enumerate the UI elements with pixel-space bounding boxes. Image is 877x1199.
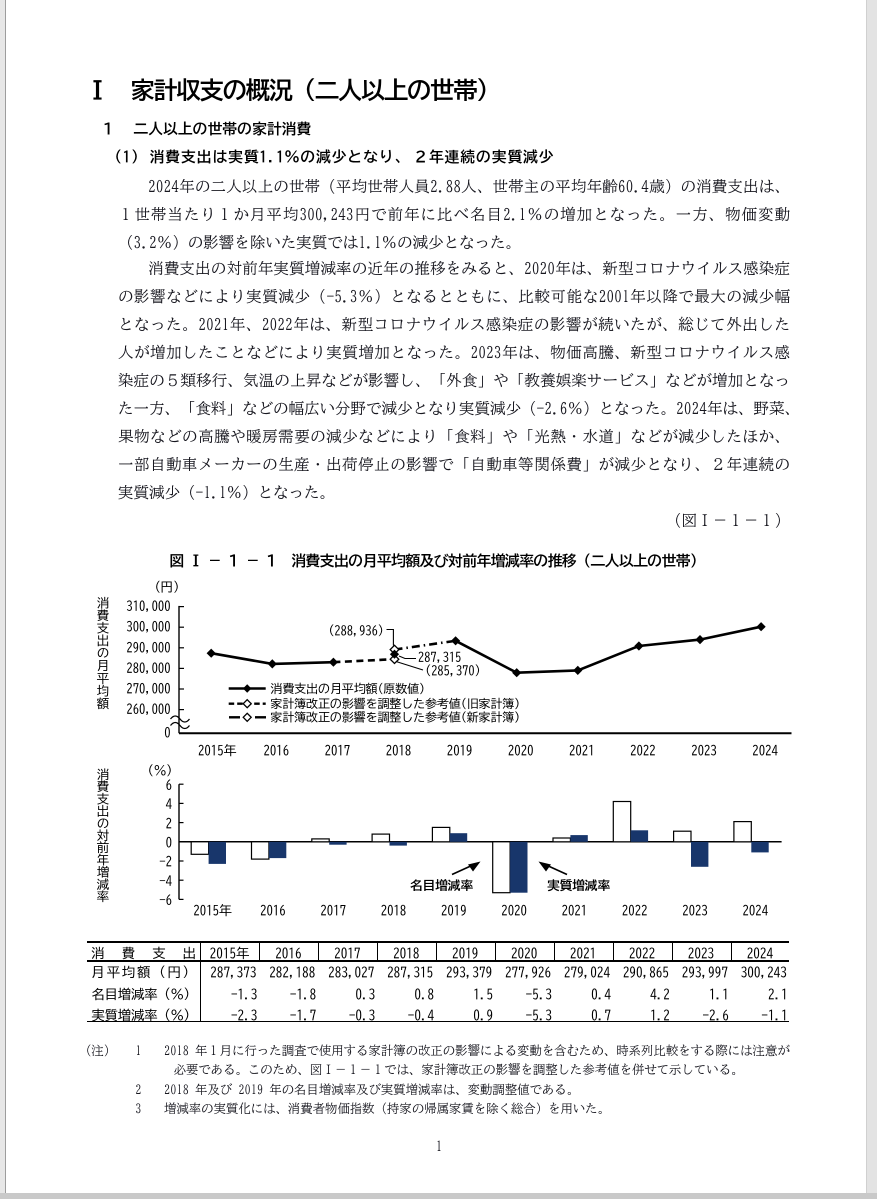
svg-text:月: 月 [97, 660, 109, 672]
svg-text:2019: 2019 [441, 904, 467, 917]
svg-text:の: の [97, 648, 109, 660]
svg-text:(285,370): (285,370) [425, 664, 481, 677]
svg-text:率: 率 [97, 890, 109, 903]
svg-text:(円): (円) [154, 581, 179, 594]
svg-text:2: 2 [166, 817, 172, 830]
svg-text:消: 消 [97, 768, 109, 781]
svg-text:2015年: 2015年 [198, 743, 237, 757]
svg-text:2018: 2018 [381, 904, 407, 917]
svg-text:310,000: 310,000 [126, 600, 170, 613]
svg-text:の: の [97, 818, 109, 830]
svg-text:名目増減率: 名目増減率 [410, 878, 473, 892]
svg-text:2024: 2024 [743, 904, 769, 917]
svg-text:2017: 2017 [325, 744, 351, 757]
svg-text:2022: 2022 [622, 904, 648, 917]
svg-text:出: 出 [97, 634, 109, 647]
svg-text:対: 対 [97, 829, 109, 842]
svg-text:2021: 2021 [569, 744, 595, 757]
svg-text:0: 0 [166, 836, 172, 849]
svg-text:実質増減率: 実質増減率 [547, 878, 610, 892]
svg-text:増: 増 [97, 866, 109, 879]
svg-text:平: 平 [97, 673, 109, 685]
svg-text:280,000: 280,000 [126, 661, 170, 674]
svg-text:減: 減 [97, 878, 110, 891]
svg-text:-2: -2 [159, 855, 172, 868]
svg-text:家計簿改正の影響を調整した参考値(新家計簿): 家計簿改正の影響を調整した参考値(新家計簿) [271, 711, 521, 724]
svg-text:2015年: 2015年 [193, 903, 232, 917]
svg-text:額: 額 [96, 697, 109, 710]
svg-text:費: 費 [97, 780, 109, 793]
svg-text:前: 前 [97, 841, 109, 854]
svg-text:287,315: 287,315 [418, 652, 461, 664]
svg-text:2020: 2020 [501, 904, 527, 917]
svg-text:支: 支 [97, 792, 109, 805]
svg-text:(288,936): (288,936) [328, 624, 384, 637]
svg-text:消: 消 [97, 597, 109, 610]
svg-text:-4: -4 [159, 874, 172, 887]
svg-text:年: 年 [97, 853, 109, 866]
svg-text:2023: 2023 [691, 744, 717, 757]
svg-text:2020: 2020 [508, 744, 534, 757]
svg-text:-6: -6 [159, 894, 172, 907]
svg-text:2017: 2017 [320, 904, 346, 917]
svg-text:2019: 2019 [447, 744, 473, 757]
svg-text:家計簿改正の影響を調整した参考値(旧家計簿): 家計簿改正の影響を調整した参考値(旧家計簿) [271, 697, 521, 710]
svg-text:260,000: 260,000 [126, 703, 170, 716]
svg-text:(％): (％) [147, 764, 172, 777]
svg-text:均: 均 [96, 684, 109, 697]
svg-text:2022: 2022 [630, 744, 656, 757]
svg-text:費: 費 [97, 609, 109, 622]
svg-text:2023: 2023 [682, 904, 708, 917]
svg-text:消費支出の月平均額(原数値): 消費支出の月平均額(原数値) [271, 682, 426, 695]
svg-text:2018: 2018 [386, 744, 412, 757]
svg-text:2016: 2016 [260, 904, 286, 917]
svg-text:2021: 2021 [562, 904, 588, 917]
svg-text:270,000: 270,000 [126, 682, 170, 695]
svg-text:出: 出 [97, 805, 109, 818]
svg-text:4: 4 [166, 798, 173, 811]
svg-text:2016: 2016 [264, 744, 290, 757]
svg-text:支: 支 [97, 622, 109, 635]
svg-text:2024: 2024 [752, 744, 778, 757]
svg-text:290,000: 290,000 [126, 641, 170, 654]
svg-text:300,000: 300,000 [126, 620, 170, 633]
svg-text:6: 6 [166, 778, 172, 791]
svg-text:0: 0 [164, 726, 170, 739]
